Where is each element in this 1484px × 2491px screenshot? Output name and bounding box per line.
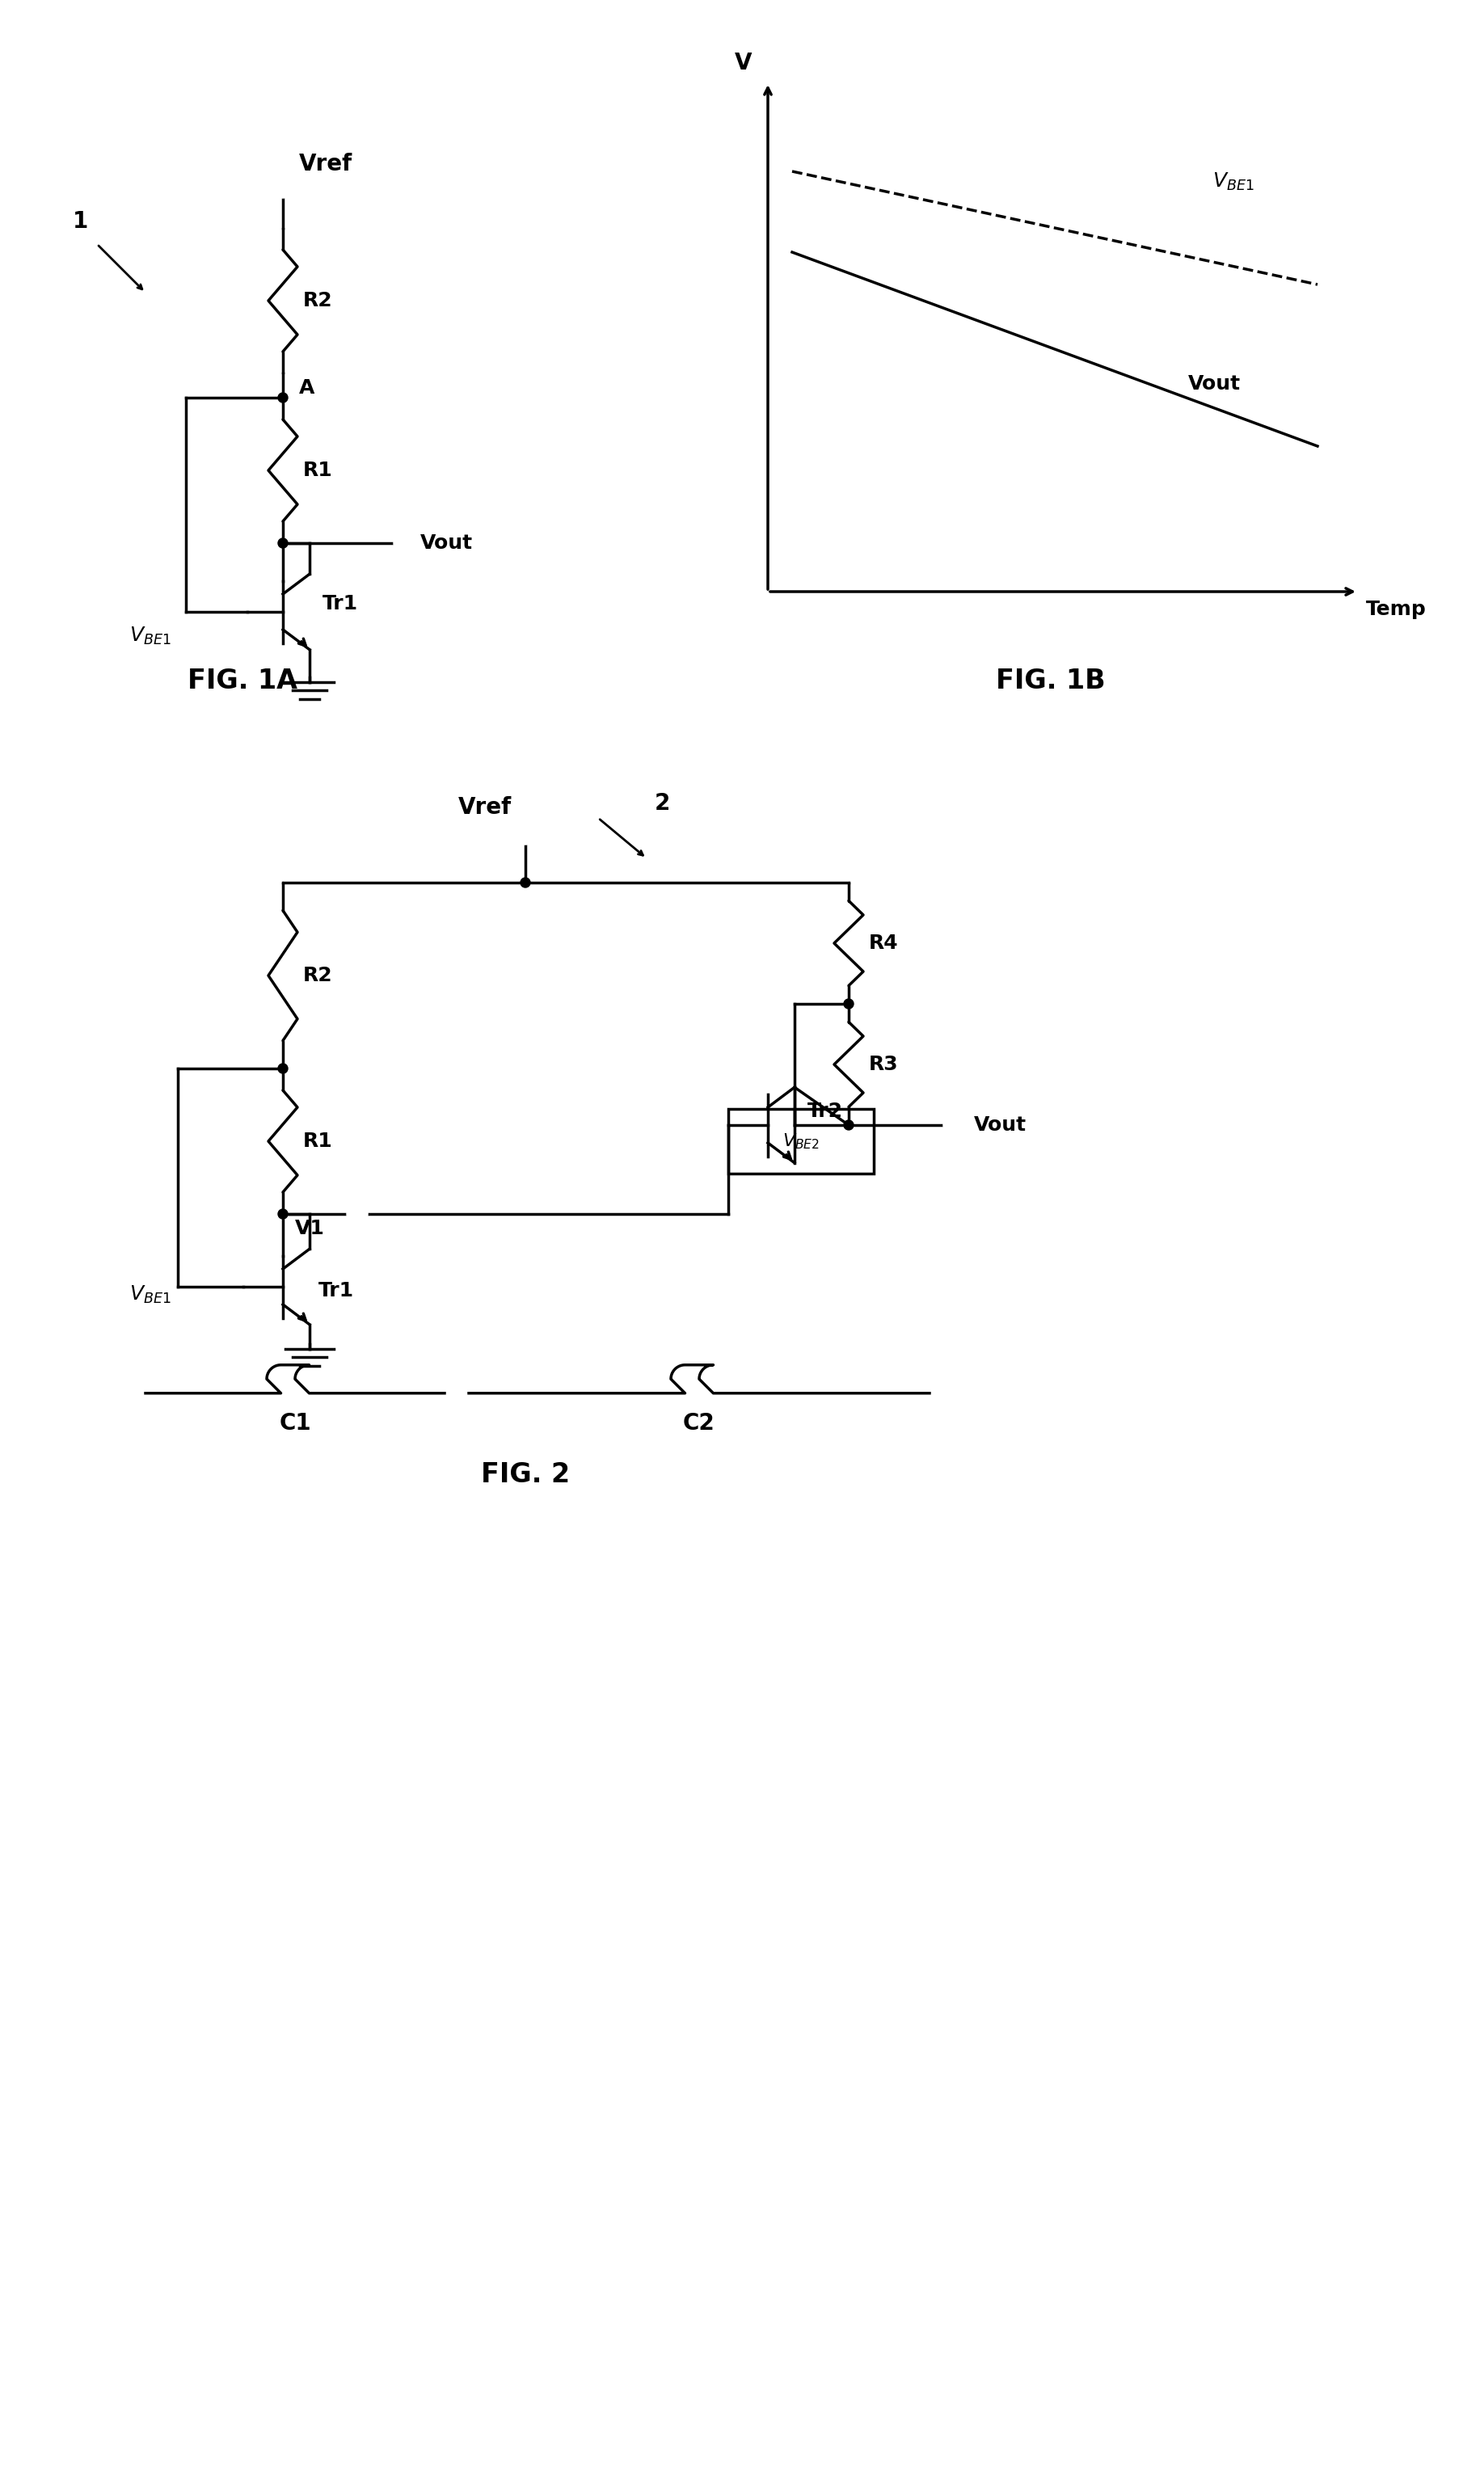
Text: Temp: Temp [1365,600,1426,620]
Text: $V_{BE1}$: $V_{BE1}$ [129,1285,171,1305]
Text: Tr2: Tr2 [807,1101,843,1121]
Text: FIG. 2: FIG. 2 [481,1462,570,1487]
Text: R1: R1 [303,461,332,481]
Text: $V_{BE1}$: $V_{BE1}$ [129,625,171,648]
Circle shape [395,533,414,553]
Text: R2: R2 [303,291,332,311]
Circle shape [273,177,292,197]
Circle shape [278,1208,288,1218]
Text: V1: V1 [295,1218,325,1238]
Text: 1: 1 [73,209,89,232]
Text: A: A [300,379,315,399]
Text: Tr1: Tr1 [318,1280,353,1300]
Circle shape [278,538,288,548]
Text: FIG. 1A: FIG. 1A [187,668,297,695]
Text: 2: 2 [654,792,671,815]
Text: FIG. 1B: FIG. 1B [996,668,1106,695]
Circle shape [944,1116,963,1136]
Text: Vout: Vout [420,533,473,553]
Text: Tr1: Tr1 [322,593,358,613]
Text: R1: R1 [303,1131,332,1151]
Circle shape [278,394,288,404]
Text: $V_{BE1}$: $V_{BE1}$ [1212,172,1254,192]
Circle shape [844,999,853,1009]
Text: Vref: Vref [300,152,353,174]
Text: Vout: Vout [974,1116,1027,1136]
Circle shape [521,877,530,887]
Text: V: V [735,52,752,75]
Text: C1: C1 [279,1412,312,1435]
Text: R3: R3 [870,1054,898,1074]
Circle shape [515,825,536,844]
Circle shape [278,1064,288,1074]
Circle shape [844,1121,853,1131]
Text: Vref: Vref [459,797,512,820]
Text: R2: R2 [303,967,332,986]
Text: C2: C2 [683,1412,715,1435]
Circle shape [347,1203,367,1223]
Text: $V_{BE2}$: $V_{BE2}$ [782,1131,819,1151]
Text: R4: R4 [870,934,898,954]
Text: Vout: Vout [1189,374,1241,394]
FancyBboxPatch shape [727,1108,874,1173]
